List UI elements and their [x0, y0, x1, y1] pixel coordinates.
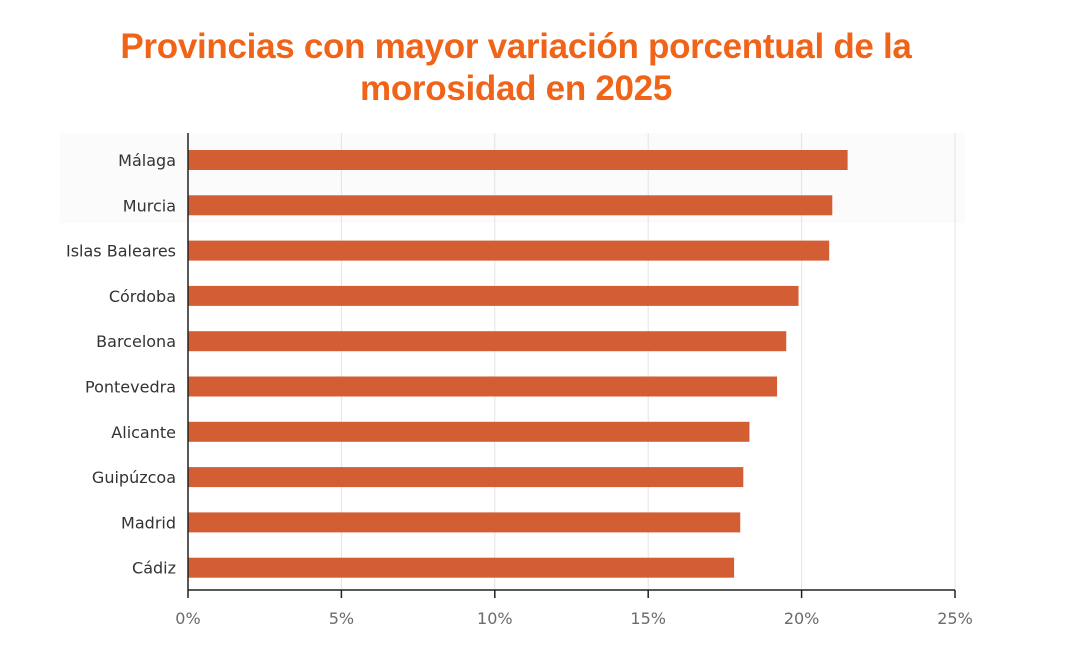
category-labels: Málaga Murcia Islas Baleares Córdoba Barcelo…: [66, 151, 176, 578]
chart-title-line-2: morosidad en 2025: [360, 69, 672, 108]
bar: [188, 467, 744, 488]
bar: [188, 376, 778, 397]
chart-title-line-1: Provincias con mayor variación porcentua…: [120, 27, 912, 66]
axes: [187, 133, 956, 598]
category-label: Málaga: [118, 151, 176, 170]
x-tick-labels: 0% 5% 10% 15% 20% 25%: [175, 609, 972, 628]
category-label: Alicante: [111, 423, 176, 442]
bar: [188, 557, 735, 578]
bar: [188, 512, 741, 533]
category-label: Cádiz: [132, 559, 176, 578]
bar: [188, 285, 799, 306]
x-tick-label: 5%: [329, 609, 354, 628]
bar: [188, 195, 833, 216]
category-label: Murcia: [123, 196, 176, 215]
x-tick-label: 25%: [937, 609, 973, 628]
x-tick-label: 10%: [477, 609, 513, 628]
bar: [188, 240, 830, 261]
bars: [188, 150, 848, 578]
category-label: Islas Baleares: [66, 242, 176, 261]
category-label: Guipúzcoa: [92, 468, 176, 487]
category-label: Pontevedra: [85, 378, 176, 397]
bar: [188, 331, 787, 352]
x-tick-label: 15%: [630, 609, 666, 628]
x-tick-label: 0%: [175, 609, 200, 628]
bar: [188, 150, 848, 170]
category-label: Barcelona: [96, 332, 176, 351]
chart-title: Provincias con mayor variación porcentua…: [0, 26, 1032, 110]
bar: [188, 421, 750, 442]
x-tick-label: 20%: [784, 609, 820, 628]
category-label: Madrid: [121, 513, 176, 532]
category-label: Córdoba: [109, 287, 176, 306]
